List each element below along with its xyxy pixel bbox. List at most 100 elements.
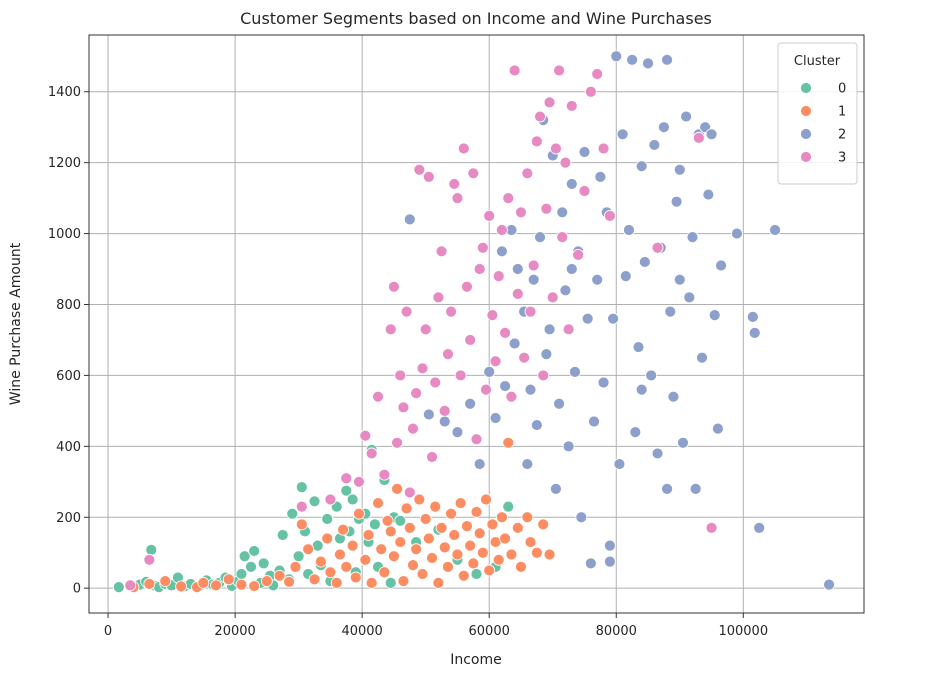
data-point <box>537 369 550 382</box>
data-point <box>394 369 407 382</box>
data-point <box>496 511 508 524</box>
data-point <box>470 433 483 446</box>
data-point <box>511 287 524 300</box>
data-point <box>159 575 172 587</box>
data-point <box>492 270 505 283</box>
data-point <box>515 206 527 219</box>
data-point <box>295 500 308 513</box>
data-point <box>461 280 473 293</box>
data-point <box>480 493 492 506</box>
data-point <box>461 520 473 533</box>
y-tick-label: 1000 <box>48 227 81 242</box>
data-point <box>295 481 308 494</box>
data-point <box>496 245 508 258</box>
data-point <box>378 468 391 481</box>
data-point <box>518 351 531 364</box>
data-point <box>486 518 499 531</box>
data-point <box>610 50 623 63</box>
data-point <box>553 397 565 410</box>
data-point <box>661 53 673 66</box>
data-point <box>273 569 286 582</box>
data-point <box>680 110 693 123</box>
axis-ticks: 0 20000 40000 60000 80000 100000 0 200 400 600 800… <box>48 85 768 639</box>
data-point <box>505 390 518 403</box>
data-point <box>438 415 451 428</box>
data-point <box>543 548 556 561</box>
y-tick-label: 1400 <box>48 85 81 100</box>
data-point <box>435 521 448 534</box>
data-point <box>629 426 642 439</box>
x-tick-label: 80000 <box>596 624 637 639</box>
data-point <box>426 451 438 463</box>
data-point <box>550 142 562 155</box>
y-tick-label: 1200 <box>48 156 81 171</box>
data-point <box>375 543 388 556</box>
data-point <box>588 415 600 428</box>
data-point <box>648 139 661 151</box>
data-point <box>556 206 569 219</box>
data-point <box>407 422 419 435</box>
data-point <box>372 497 384 509</box>
data-point <box>432 576 445 589</box>
data-point <box>330 576 343 589</box>
data-point <box>483 564 496 577</box>
data-point <box>124 579 137 592</box>
data-point <box>422 170 435 183</box>
data-point <box>346 493 359 506</box>
data-point <box>248 545 261 557</box>
data-point <box>473 527 486 540</box>
data-point <box>578 185 591 197</box>
data-point <box>397 401 410 414</box>
data-point <box>553 64 565 77</box>
plot-frame <box>88 34 865 614</box>
data-point <box>432 291 445 304</box>
data-point <box>651 447 664 460</box>
data-point <box>562 323 575 336</box>
data-point <box>604 209 616 222</box>
data-point <box>572 248 585 261</box>
data-point <box>521 511 534 524</box>
data-point <box>419 513 432 525</box>
data-point <box>388 280 400 293</box>
data-point <box>565 178 578 190</box>
data-point <box>638 256 651 268</box>
data-point <box>584 85 597 98</box>
data-point <box>711 422 724 435</box>
data-point <box>365 447 378 460</box>
data-point <box>635 160 648 173</box>
data-point <box>670 195 683 208</box>
data-point <box>346 539 359 552</box>
data-point <box>464 539 477 552</box>
data-point <box>689 482 702 495</box>
data-point <box>530 135 543 148</box>
data-point <box>486 309 499 322</box>
data-point <box>286 507 299 520</box>
data-point <box>457 142 470 155</box>
x-tick-label: 60000 <box>469 624 510 639</box>
data-point <box>483 209 496 222</box>
data-point <box>384 525 397 538</box>
data-point <box>451 192 464 205</box>
data-point <box>534 110 546 123</box>
data-point <box>302 543 315 556</box>
data-point <box>473 458 486 470</box>
data-point <box>442 561 454 573</box>
data-point <box>210 579 222 592</box>
data-point <box>708 309 721 322</box>
data-point <box>746 311 759 323</box>
data-point <box>683 291 696 304</box>
data-point <box>562 440 575 453</box>
data-point <box>489 412 502 424</box>
data-point <box>394 514 407 527</box>
data-point <box>476 241 489 254</box>
data-point <box>410 543 423 556</box>
data-point <box>530 546 543 559</box>
data-point <box>534 231 546 244</box>
data-point <box>340 561 353 573</box>
data-point <box>546 291 559 304</box>
data-point <box>292 550 305 563</box>
data-point <box>245 561 257 573</box>
data-point <box>584 557 597 570</box>
data-point <box>550 482 562 495</box>
